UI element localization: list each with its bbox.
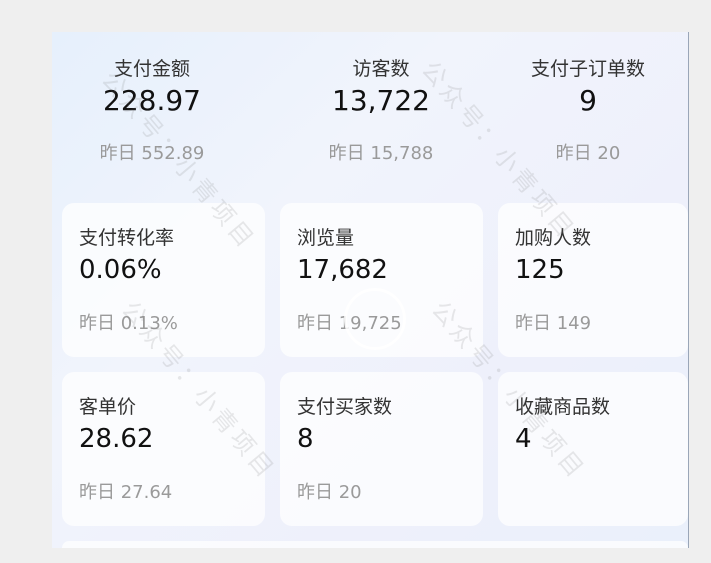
stat-label: 支付金额 <box>113 58 190 80</box>
card-label: 客单价 <box>79 396 137 418</box>
card-value: 8 <box>297 424 314 454</box>
stat-yesterday: 昨日 552.89 <box>99 143 205 164</box>
card-favorited-items[interactable]: 收藏商品数 4 <box>498 372 688 526</box>
next-card <box>62 541 688 548</box>
stat-payment-amount[interactable]: 支付金额 228.97 昨日 552.89 <box>52 32 252 172</box>
card-label: 收藏商品数 <box>515 396 611 418</box>
card-label: 支付买家数 <box>297 396 393 418</box>
stat-yesterday: 昨日 20 <box>555 143 621 164</box>
stat-sub-orders[interactable]: 支付子订单数 9 昨日 20 <box>488 32 688 172</box>
stat-label: 访客数 <box>352 58 410 80</box>
card-value: 28.62 <box>79 424 154 454</box>
card-conversion-rate[interactable]: 支付转化率 0.06% 昨日 0.13% <box>62 203 265 357</box>
stat-label: 支付子订单数 <box>530 58 645 80</box>
card-yesterday: 昨日 149 <box>515 313 592 334</box>
card-label: 加购人数 <box>515 227 592 249</box>
card-yesterday: 昨日 0.13% <box>79 313 178 334</box>
card-yesterday: 昨日 27.64 <box>79 482 173 503</box>
card-label: 浏览量 <box>297 227 355 249</box>
card-paying-buyers[interactable]: 支付买家数 8 昨日 20 <box>280 372 483 526</box>
card-value: 17,682 <box>297 255 388 285</box>
stat-visitors[interactable]: 访客数 13,722 昨日 15,788 <box>281 32 481 172</box>
stat-value: 9 <box>579 84 597 117</box>
card-yesterday: 昨日 20 <box>297 482 362 503</box>
card-value: 4 <box>515 424 532 454</box>
play-button-icon[interactable] <box>344 288 406 350</box>
card-label: 支付转化率 <box>79 227 175 249</box>
card-avg-order-value[interactable]: 客单价 28.62 昨日 27.64 <box>62 372 265 526</box>
card-add-to-cart[interactable]: 加购人数 125 昨日 149 <box>498 203 688 357</box>
card-value: 0.06% <box>79 255 162 285</box>
card-value: 125 <box>515 255 565 285</box>
stat-value: 228.97 <box>103 84 201 117</box>
stat-yesterday: 昨日 15,788 <box>328 143 434 164</box>
stats-panel: 支付金额 228.97 昨日 552.89 访客数 13,722 昨日 15,7… <box>52 32 689 548</box>
stat-value: 13,722 <box>332 84 430 117</box>
